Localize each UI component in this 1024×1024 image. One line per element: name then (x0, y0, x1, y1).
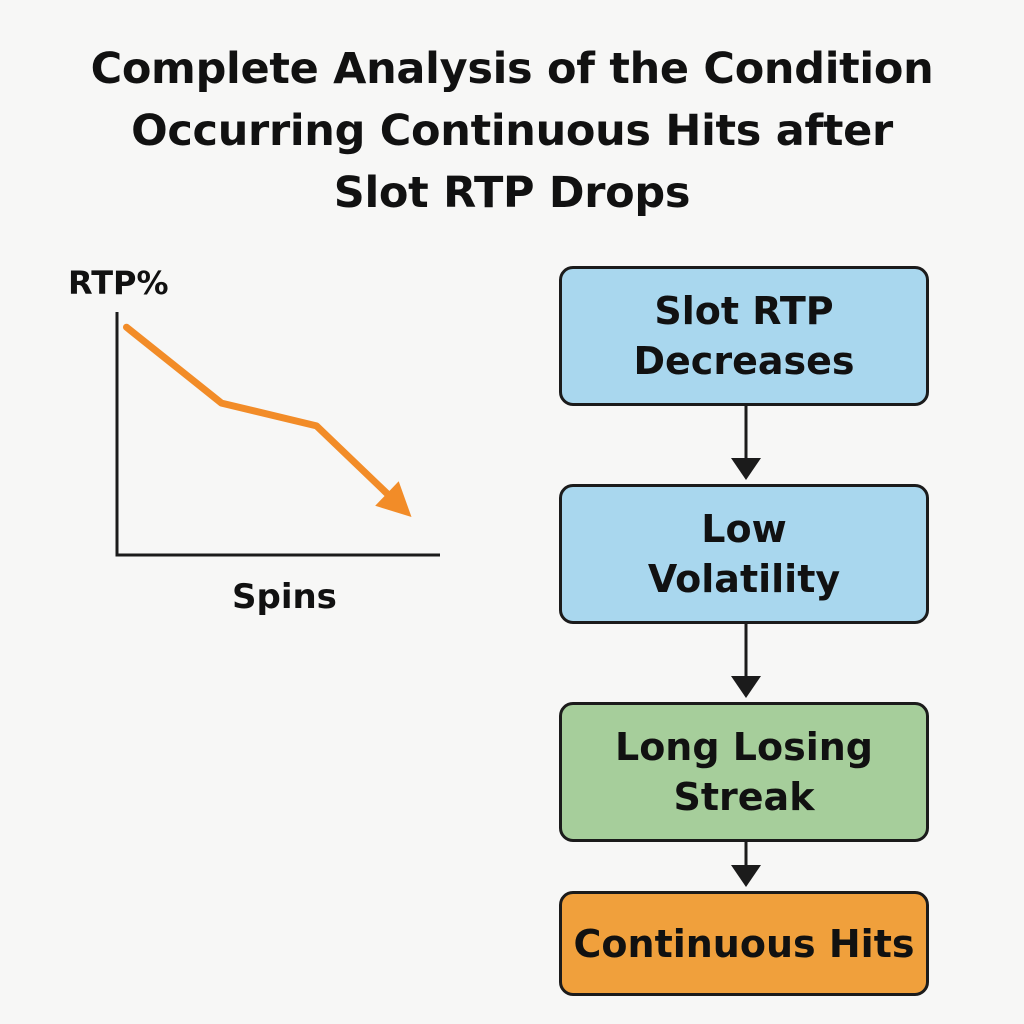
y-axis-label: RTP% (68, 264, 169, 302)
x-axis-label: Spins (232, 577, 337, 617)
flow-step-3-line-2: Streak (673, 775, 815, 819)
flow-step-2-line-1: Low (701, 507, 787, 551)
rtp-arrowhead (375, 481, 412, 517)
title-line-3: Slot RTP Drops (333, 168, 691, 218)
title-line-1: Complete Analysis of the Condition (90, 44, 934, 94)
flow-step-rtp-decreases: Slot RTP Decreases (559, 266, 929, 406)
flow-step-2-line-2: Volatility (647, 557, 841, 601)
rtp-series-line (123, 323, 396, 502)
flow-step-long-losing-streak: Long Losing Streak (559, 702, 929, 842)
flow-step-1-line-1: Slot RTP (654, 289, 834, 333)
flow-step-1-line-2: Decreases (633, 339, 855, 383)
diagram-title: Complete Analysis of the Condition Occur… (0, 38, 1024, 224)
flow-step-continuous-hits: Continuous Hits (559, 891, 929, 996)
flow-step-4-line-1: Continuous Hits (573, 921, 915, 966)
flow-step-low-volatility: Low Volatility (559, 484, 929, 624)
title-line-2: Occurring Continuous Hits after (131, 106, 893, 156)
flow-step-3-line-1: Long Losing (614, 725, 874, 769)
